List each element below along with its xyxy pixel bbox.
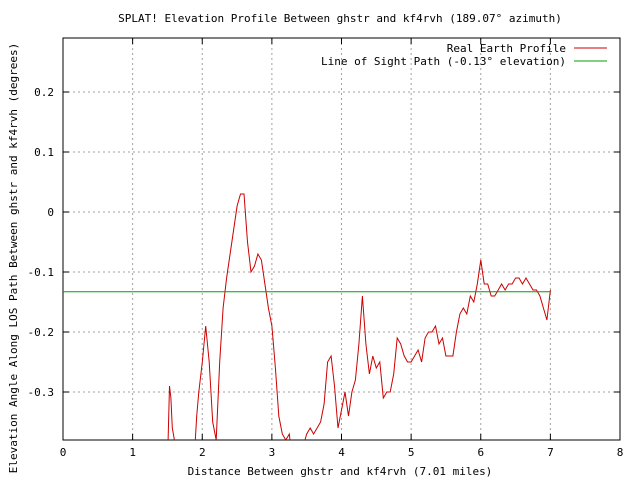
chart-title: SPLAT! Elevation Profile Between ghstr a… [118, 12, 562, 25]
x-axis-label: Distance Between ghstr and kf4rvh (7.01 … [188, 465, 493, 478]
x-axis-ticks: 0 1 2 3 4 5 6 7 8 [60, 38, 624, 459]
series-line-1 [167, 193, 551, 440]
x-tick-label: 0 [60, 446, 67, 459]
y-axis-ticks: 0.2 0.1 0 -0.1 -0.2 -0.3 [28, 86, 620, 399]
y-tick-label: 0.2 [34, 86, 54, 99]
legend-label-1: Real Earth Profile [447, 42, 566, 55]
y-tick-label: -0.1 [28, 266, 55, 279]
x-tick-label: 3 [269, 446, 276, 459]
legend-label-2: Line of Sight Path (-0.13° elevation) [321, 55, 566, 68]
x-tick-label: 6 [477, 446, 484, 459]
y-tick-label: 0.1 [34, 146, 54, 159]
x-tick-label: 1 [129, 446, 136, 459]
x-tick-label: 7 [547, 446, 554, 459]
series-group [63, 193, 552, 440]
x-tick-label: 4 [338, 446, 345, 459]
y-axis-label: Elevation Angle Along LOS Path Between g… [7, 43, 20, 473]
x-tick-label: 8 [617, 446, 624, 459]
y-tick-label: -0.3 [28, 386, 55, 399]
y-tick-label: 0 [47, 206, 54, 219]
y-tick-label: -0.2 [28, 326, 55, 339]
x-tick-label: 2 [199, 446, 206, 459]
x-tick-label: 5 [408, 446, 415, 459]
grid-lines [63, 38, 620, 440]
